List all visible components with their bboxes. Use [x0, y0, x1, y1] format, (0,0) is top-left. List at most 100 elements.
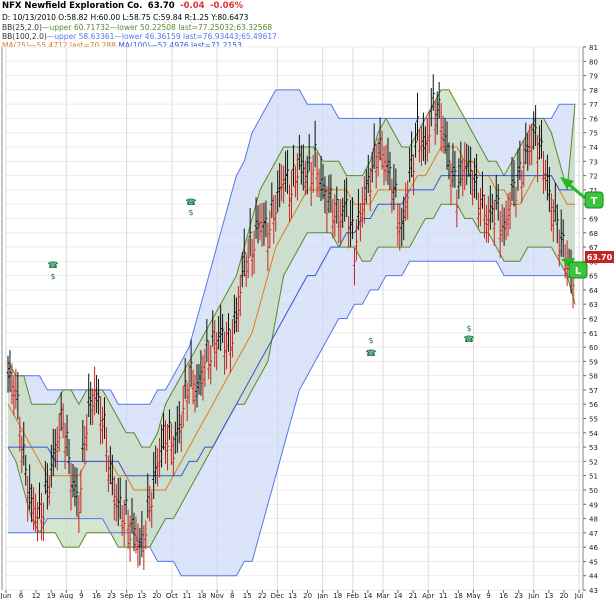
- price-bar: [313, 120, 317, 168]
- price-bar: [445, 121, 449, 170]
- price-bar: [354, 219, 358, 261]
- price-bar: [215, 332, 219, 371]
- x-tick-label: 11: [439, 592, 448, 599]
- price-bar: [408, 147, 412, 183]
- price-bar: [106, 455, 110, 492]
- price-bar: [390, 178, 394, 213]
- event-icon-3[interactable]: $ ☎: [365, 336, 376, 359]
- x-tick-label: 19: [47, 592, 56, 599]
- price-bar: [512, 160, 516, 207]
- price-bar: [301, 144, 305, 191]
- price-bar: [179, 414, 183, 452]
- x-tick-label: 23: [107, 592, 116, 599]
- price-bar: [18, 416, 22, 452]
- y-tick-label: 61: [589, 330, 598, 338]
- price-bar: [83, 425, 87, 464]
- price-bar: [484, 204, 488, 243]
- ma100-line: [8, 175, 575, 477]
- price-bar: [114, 483, 118, 522]
- price-bar: [455, 189, 459, 228]
- price-bar: [427, 111, 431, 154]
- price-bar: [423, 126, 427, 165]
- price-bar: [244, 253, 248, 287]
- price-bar: [290, 170, 293, 219]
- price-bar: [262, 202, 266, 246]
- x-tick-label: 20: [559, 592, 568, 599]
- price-bar: [524, 122, 528, 165]
- price-bar: [504, 200, 508, 240]
- price-bar: [264, 200, 268, 238]
- price-bar: [144, 520, 148, 550]
- y-tick-label: 64: [589, 287, 598, 295]
- price-bar: [482, 194, 486, 239]
- price-bar: [360, 186, 364, 228]
- svg-text:$: $: [188, 208, 193, 217]
- price-bar: [508, 191, 512, 230]
- symbol-title: NFX Newfield Exploration Co.: [2, 1, 143, 11]
- price-bar: [333, 194, 337, 238]
- x-tick-label: 16: [499, 592, 508, 599]
- price-bar: [347, 215, 351, 249]
- x-tick-label: Oct: [166, 592, 178, 599]
- price-bar: [282, 165, 286, 204]
- price-bar: [319, 155, 323, 202]
- x-tick-label: 12: [32, 592, 41, 599]
- limit-badge[interactable]: L: [568, 261, 588, 279]
- x-tick-label: Mar: [376, 592, 389, 599]
- price-bar: [232, 294, 236, 334]
- y-tick-label: 43: [589, 587, 598, 595]
- price-bar: [463, 142, 467, 191]
- svg-text:☎: ☎: [365, 349, 376, 359]
- price-bar: [370, 151, 374, 183]
- chart-axes: 4344454647484950515253545556575859606162…: [0, 44, 598, 599]
- chart-header: NFX Newfield Exploration Co. 63.70 -0.04…: [2, 1, 243, 11]
- x-tick-label: 13: [288, 592, 297, 599]
- price-bar: [252, 230, 256, 275]
- price-bar: [366, 154, 370, 194]
- price-bar: [30, 483, 34, 523]
- y-tick-label: 76: [589, 115, 598, 123]
- last-price-badge: 63.70: [585, 251, 614, 263]
- price-bar: [28, 464, 32, 510]
- target-badge[interactable]: T: [584, 191, 604, 209]
- price-bar: [276, 170, 280, 213]
- price-bar: [36, 501, 40, 542]
- price-bar: [447, 142, 451, 180]
- price-bar: [325, 185, 329, 233]
- price-bar: [272, 195, 276, 244]
- price-bar: [343, 179, 347, 222]
- price-bar: [158, 438, 162, 478]
- y-tick-label: 55: [589, 416, 598, 424]
- price-bar: [341, 197, 345, 228]
- svg-text:$: $: [50, 272, 55, 281]
- y-tick-label: 80: [589, 58, 598, 66]
- price-bar: [402, 196, 406, 241]
- event-icon-4[interactable]: $ ☎: [463, 324, 474, 345]
- price-bar: [388, 151, 392, 190]
- price-bar: [299, 145, 303, 185]
- event-icon-1[interactable]: ☎ $: [47, 261, 58, 281]
- annotations: ☎ $ ☎ $ $ ☎ $ ☎ T: [47, 177, 614, 359]
- price-bar: [412, 154, 416, 196]
- price-bar: [209, 345, 213, 385]
- price-bar: [71, 463, 75, 498]
- price-bar: [425, 118, 429, 162]
- price-bar: [351, 197, 355, 240]
- price-bar: [199, 350, 203, 396]
- price-bar: [14, 368, 18, 409]
- price-bar: [547, 166, 551, 212]
- price-bar: [85, 414, 89, 451]
- price-bar: [246, 238, 250, 279]
- price-bar: [217, 315, 221, 350]
- price-bar: [479, 188, 482, 227]
- event-icon-2[interactable]: ☎ $: [185, 198, 196, 217]
- price-bar: [305, 155, 309, 195]
- x-tick-label: 21: [409, 592, 418, 599]
- price-bar: [396, 202, 400, 247]
- price-bar: [95, 374, 99, 413]
- x-tick-label: Jul: [574, 592, 584, 599]
- y-tick-label: 65: [589, 273, 598, 281]
- price-bar: [201, 355, 205, 401]
- price-bar: [132, 512, 136, 552]
